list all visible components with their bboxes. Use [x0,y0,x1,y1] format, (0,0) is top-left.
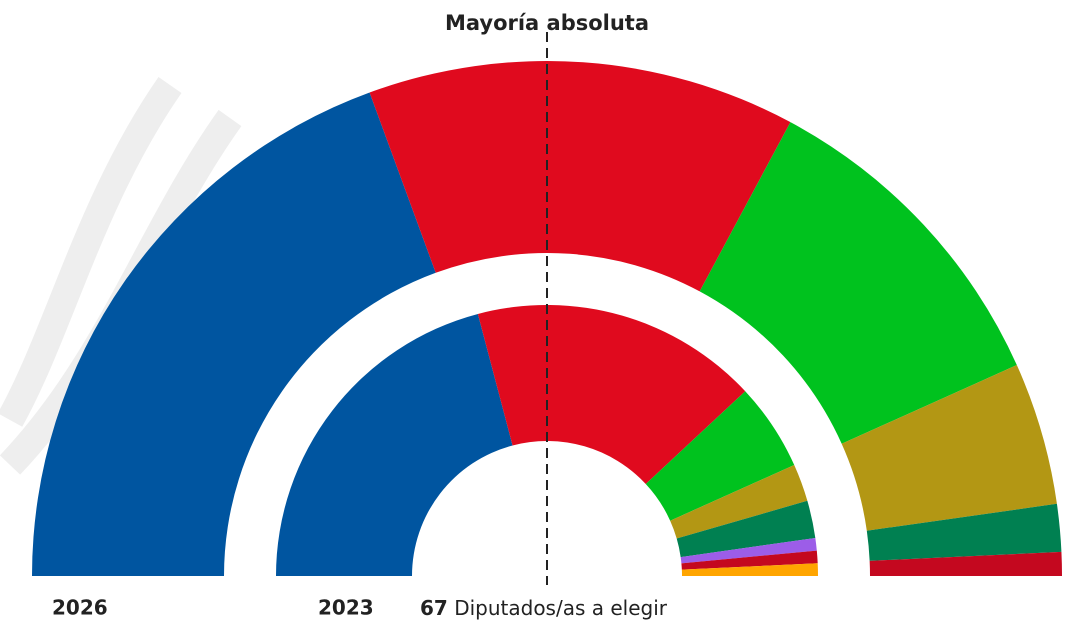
decor-stripe [0,77,182,427]
seat-segment [276,313,513,576]
total-number: 67 [420,596,448,620]
ring-label: 2026 [52,596,108,620]
seat-segment [645,391,795,521]
total-text: 67 Diputados/as a elegir [420,596,668,620]
seat-segment [676,500,816,558]
arcs [32,60,1062,576]
seat-segment [32,92,436,576]
seat-segment [681,563,818,576]
total-label: Diputados/as a elegir [454,596,668,620]
seat-segment [670,465,808,539]
seat-segment [699,122,1017,444]
chart-title: Mayoría absoluta [445,11,649,35]
seat-segment [841,365,1057,531]
seat-segment [477,305,746,484]
seat-segment [681,550,818,570]
seat-segment [369,60,791,292]
seat-segment [869,551,1062,576]
seat-segment [866,503,1062,561]
seat-segment [680,538,817,564]
ring-label: 2023 [318,596,374,620]
